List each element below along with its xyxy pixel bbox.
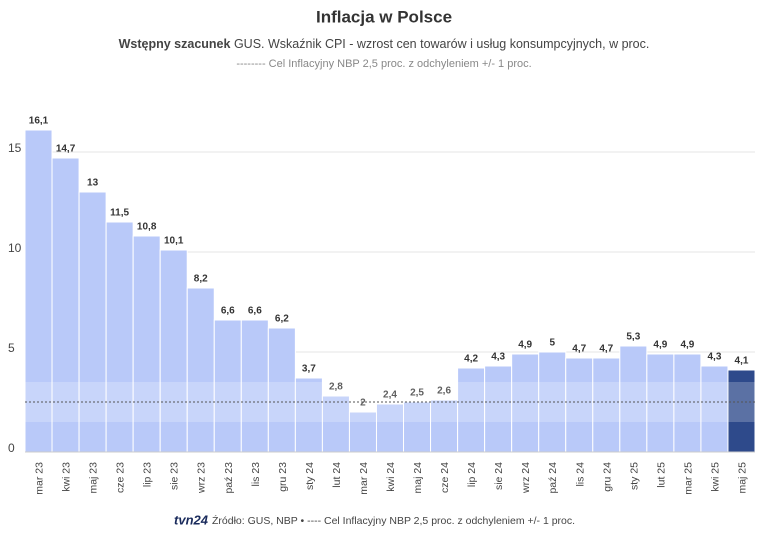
x-tick-label: kwi 25	[709, 462, 721, 492]
value-label: 2	[360, 398, 366, 409]
x-tick-label: gru 23	[277, 462, 289, 492]
x-tick-label: maj 25	[736, 462, 748, 494]
value-label: 4,3	[491, 352, 505, 363]
value-label: 4,2	[464, 354, 478, 365]
x-tick-label: wrz 24	[520, 462, 532, 494]
bar	[105, 221, 134, 453]
x-tick-label: kwi 23	[61, 462, 73, 492]
value-label: 6,2	[275, 314, 289, 325]
bar	[159, 249, 188, 453]
value-label: 2,5	[410, 388, 424, 399]
x-tick-label: cze 23	[115, 462, 127, 493]
subtitle-text: GUS. Wskaźnik CPI - wzrost cen towarów i…	[234, 37, 649, 51]
value-label: 16,1	[29, 116, 49, 127]
chart-title: Inflacja w Polsce	[316, 7, 452, 26]
x-tick-label: mar 24	[358, 462, 370, 495]
x-tick-label: sty 25	[628, 462, 640, 490]
value-label: 2,6	[437, 386, 451, 397]
value-label: 4,7	[572, 344, 586, 355]
y-tick-label: 10	[8, 241, 22, 255]
bar	[457, 367, 486, 453]
value-label: 4,9	[680, 340, 694, 351]
value-label: 13	[87, 178, 99, 189]
x-tick-label: gru 24	[601, 462, 613, 492]
value-label: 3,7	[302, 364, 316, 375]
x-tick-label: lis 24	[574, 462, 586, 487]
bar	[592, 357, 621, 453]
x-tick-label: lut 24	[331, 462, 343, 488]
value-label: 8,2	[194, 274, 208, 285]
subtitle-bold: Wstępny szacunek	[119, 37, 231, 51]
chart-subtitle: Wstępny szacunek GUS. Wskaźnik CPI - wzr…	[119, 37, 650, 51]
x-tick-label: paź 23	[223, 462, 235, 494]
x-tick-label: sty 24	[304, 462, 316, 490]
x-tick-label: maj 24	[412, 462, 424, 494]
x-tick-label: mar 25	[682, 462, 694, 495]
x-tick-label: maj 23	[88, 462, 100, 494]
bar	[321, 395, 350, 453]
value-label: 10,8	[137, 222, 157, 233]
y-tick-label: 5	[8, 341, 15, 355]
bar	[700, 365, 729, 453]
value-label: 4,9	[518, 340, 532, 351]
x-tick-label: lis 23	[250, 462, 262, 487]
x-tick-label: sie 24	[493, 462, 505, 490]
value-label: 5,3	[626, 332, 640, 343]
bar	[727, 369, 756, 453]
value-label: 4,3	[707, 352, 721, 363]
value-label: 4,7	[599, 344, 613, 355]
x-tick-label: lip 23	[142, 462, 154, 487]
logo: tvn24	[174, 512, 209, 527]
value-label: 6,6	[221, 306, 235, 317]
value-label: 4,1	[735, 356, 749, 367]
value-label: 10,1	[164, 236, 184, 247]
value-label: 5	[549, 338, 555, 349]
value-label: 14,7	[56, 144, 76, 155]
x-tick-label: paź 24	[547, 462, 559, 494]
x-tick-label: lut 25	[655, 462, 667, 488]
value-label: 4,9	[653, 340, 667, 351]
y-tick-label: 15	[8, 141, 22, 155]
bar	[78, 191, 107, 453]
x-tick-label: lip 24	[466, 462, 478, 487]
value-label: 2,4	[383, 390, 397, 401]
x-tick-label: cze 24	[439, 462, 451, 493]
bar	[619, 345, 648, 453]
value-label: 11,5	[110, 208, 129, 219]
source: Źródło: GUS, NBP • ---- Cel Inflacyjny N…	[212, 514, 575, 527]
x-tick-label: sie 23	[169, 462, 181, 490]
x-tick-label: kwi 24	[385, 462, 397, 492]
chart-note: -------- Cel Inflacyjny NBP 2,5 proc. z …	[236, 58, 531, 70]
bar	[267, 327, 296, 453]
bar	[186, 287, 215, 453]
x-tick-label: mar 23	[34, 462, 46, 495]
bar	[294, 377, 323, 453]
bar	[24, 129, 53, 453]
y-tick-label: 0	[8, 441, 15, 455]
x-tick-label: wrz 23	[196, 462, 208, 494]
value-label: 6,6	[248, 306, 262, 317]
value-label: 2,8	[329, 382, 343, 393]
